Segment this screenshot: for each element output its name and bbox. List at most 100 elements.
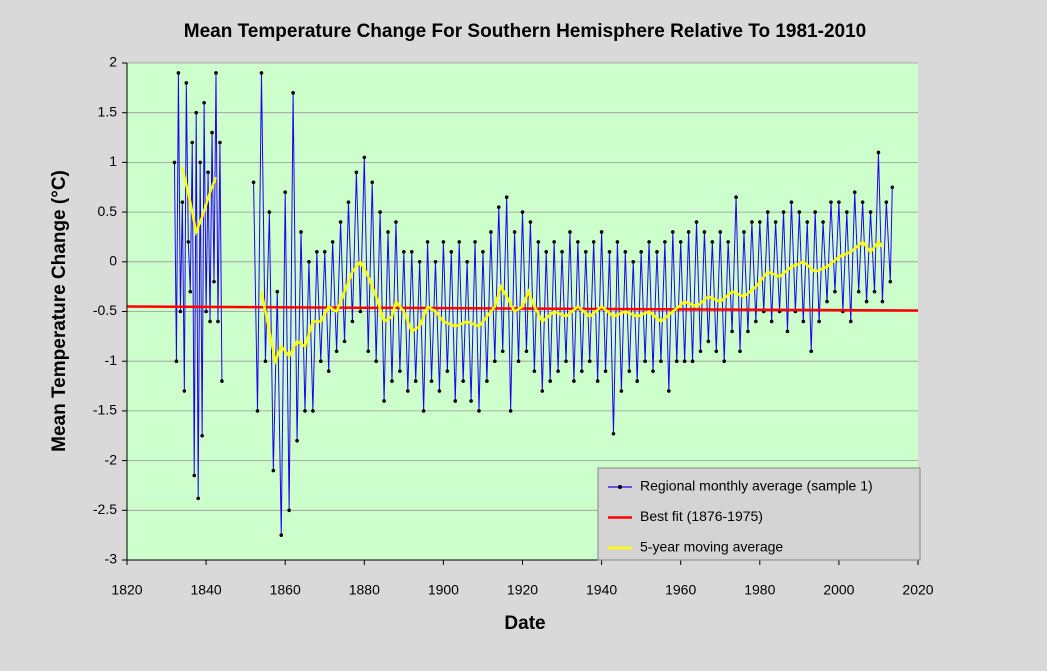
legend-label: 5-year moving average xyxy=(640,539,783,555)
data-point xyxy=(413,379,418,383)
series-line xyxy=(126,305,919,312)
data-point xyxy=(402,250,406,254)
data-point xyxy=(860,200,865,204)
data-point xyxy=(639,250,643,254)
data-point xyxy=(856,289,861,294)
data-point xyxy=(283,190,288,195)
data-point xyxy=(204,309,208,314)
data-point xyxy=(441,240,446,244)
x-tick-label: 1820 xyxy=(111,582,142,598)
legend-label: Best fit (1876-1975) xyxy=(640,508,763,524)
data-point xyxy=(178,309,183,314)
data-point xyxy=(220,379,224,383)
data-point xyxy=(378,210,382,214)
data-point xyxy=(623,250,628,254)
data-point xyxy=(556,369,560,373)
data-point xyxy=(544,250,549,254)
data-point xyxy=(532,369,537,373)
data-point xyxy=(322,250,327,254)
data-point xyxy=(214,71,218,75)
data-point xyxy=(667,389,671,393)
data-point xyxy=(477,409,481,413)
data-point xyxy=(674,359,679,364)
data-point xyxy=(295,438,299,443)
data-point xyxy=(190,140,195,145)
data-point xyxy=(212,279,216,284)
legend xyxy=(597,467,921,561)
data-point xyxy=(718,230,723,234)
data-point xyxy=(619,389,624,393)
y-tick-label: -2 xyxy=(105,451,118,467)
data-point xyxy=(576,240,580,244)
data-point xyxy=(174,359,179,364)
data-point xyxy=(627,369,632,373)
data-point xyxy=(678,240,683,244)
data-point xyxy=(516,359,521,364)
data-point xyxy=(785,329,790,334)
data-point xyxy=(595,379,600,383)
x-tick-label: 1840 xyxy=(191,582,222,598)
data-point xyxy=(512,230,517,234)
data-point xyxy=(805,220,810,224)
y-axis-label: Mean Temperature Change (°C) xyxy=(49,170,70,452)
data-point xyxy=(449,250,454,254)
data-point xyxy=(496,205,501,209)
data-point xyxy=(176,71,181,75)
data-point xyxy=(429,379,434,383)
data-point xyxy=(473,240,477,244)
data-point xyxy=(299,230,303,234)
data-point xyxy=(421,409,426,413)
data-point xyxy=(251,180,256,185)
x-tick-label: 2020 xyxy=(902,582,933,598)
data-point xyxy=(394,220,398,224)
data-point xyxy=(206,170,210,175)
data-point xyxy=(797,210,802,214)
x-axis-label: Date xyxy=(504,613,545,634)
data-point xyxy=(607,250,612,254)
data-point xyxy=(710,240,715,244)
x-tick-label: 1900 xyxy=(428,582,459,598)
data-point xyxy=(208,319,212,324)
data-point xyxy=(599,230,604,234)
data-point xyxy=(829,200,833,204)
data-point xyxy=(536,240,541,244)
data-point xyxy=(202,100,206,105)
data-point xyxy=(453,399,458,403)
data-point xyxy=(481,250,485,254)
data-point xyxy=(548,379,552,383)
data-point xyxy=(279,533,284,537)
x-tick-label: 1980 xyxy=(744,582,775,598)
data-point xyxy=(568,230,572,234)
data-point xyxy=(271,468,276,473)
data-point xyxy=(188,289,193,294)
data-point xyxy=(362,155,367,160)
data-point xyxy=(591,240,596,244)
data-point xyxy=(773,220,778,224)
data-point xyxy=(848,319,853,324)
data-point xyxy=(465,260,469,264)
data-point xyxy=(746,329,750,334)
data-point xyxy=(192,473,197,478)
data-point xyxy=(580,369,584,373)
data-point xyxy=(635,379,639,383)
y-tick-label: -3 xyxy=(105,551,118,567)
data-point xyxy=(417,260,422,264)
data-point xyxy=(540,389,545,393)
chart-title: Mean Temperature Change For Southern Hem… xyxy=(184,21,866,42)
data-point xyxy=(876,150,881,155)
data-point xyxy=(437,389,442,393)
x-tick-label: 1960 xyxy=(665,582,696,598)
data-point xyxy=(267,210,272,214)
legend-marker xyxy=(618,485,622,489)
data-point xyxy=(194,110,199,115)
data-point xyxy=(303,409,307,413)
data-point xyxy=(406,389,410,393)
data-point xyxy=(358,309,363,314)
data-point xyxy=(603,369,608,373)
x-tick-label: 1860 xyxy=(270,582,301,598)
data-point xyxy=(291,91,295,95)
data-point xyxy=(686,230,691,234)
data-point xyxy=(611,431,616,436)
